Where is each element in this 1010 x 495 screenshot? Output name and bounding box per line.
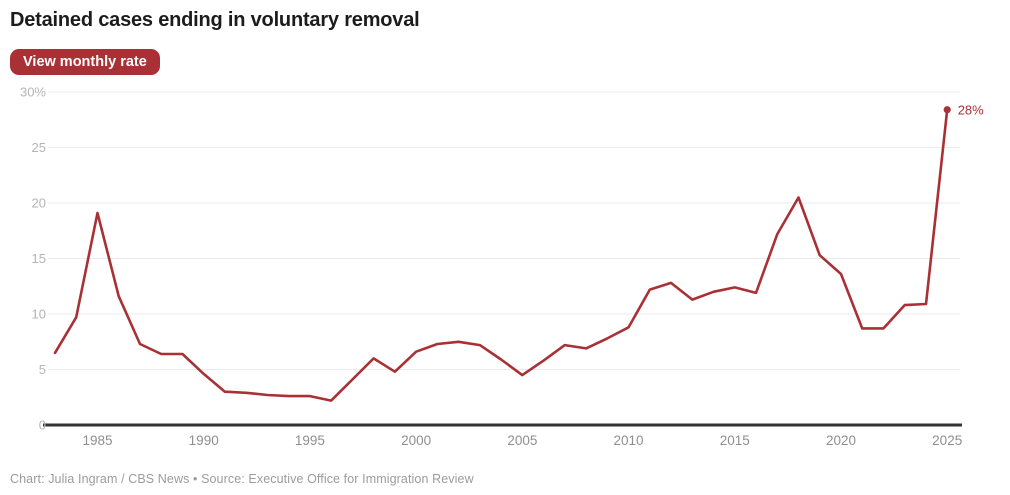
x-tick-label: 2020	[826, 433, 856, 448]
x-tick-label: 1995	[295, 433, 325, 448]
x-tick-label: 1985	[82, 433, 112, 448]
end-point-dot	[943, 106, 951, 114]
x-tick-label: 2000	[401, 433, 431, 448]
credit-line: Chart: Julia Ingram / CBS News • Source:…	[10, 472, 474, 486]
y-tick-label: 30%	[20, 85, 46, 100]
chart-title: Detained cases ending in voluntary remov…	[10, 9, 420, 31]
x-tick-label: 2010	[614, 433, 644, 448]
y-tick-label: 5	[39, 362, 46, 377]
y-tick-label: 10	[32, 307, 46, 322]
y-tick-label: 0	[39, 418, 46, 433]
voluntary-removal-line	[53, 108, 949, 402]
end-value-label: 28%	[958, 102, 984, 117]
y-tick-label: 20	[32, 196, 46, 211]
y-tick-label: 25	[32, 140, 46, 155]
y-tick-label: 15	[32, 251, 46, 266]
x-tick-label: 2025	[932, 433, 962, 448]
x-tick-label: 2005	[507, 433, 537, 448]
x-tick-label: 1990	[189, 433, 219, 448]
view-monthly-rate-button[interactable]: View monthly rate	[10, 49, 160, 75]
x-tick-label: 2015	[720, 433, 750, 448]
